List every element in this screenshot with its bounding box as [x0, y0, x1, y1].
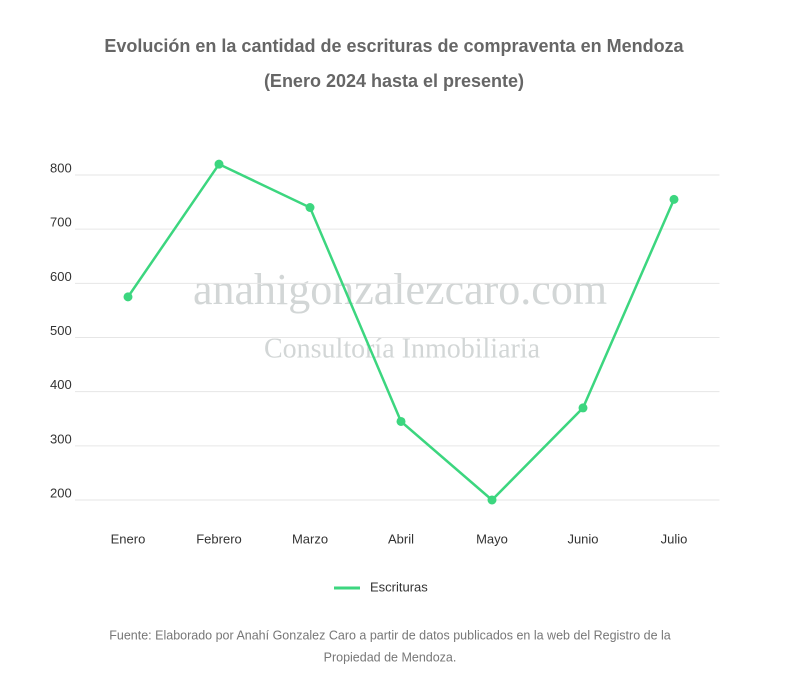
y-tick-label: 700: [50, 215, 72, 230]
x-tick-label: Mayo: [476, 531, 508, 546]
point: [305, 203, 315, 212]
x-tick-label: Junio: [567, 531, 598, 546]
line: [126, 162, 676, 502]
y-tick-label: 400: [50, 377, 72, 392]
point: [214, 159, 224, 169]
chart-subtitle: (Enero 2024 hasta el presente): [264, 71, 524, 91]
y-tick-label: 300: [50, 431, 72, 446]
source-note: Fuente: Elaborado por Anahí Gonzalez Car…: [109, 628, 671, 642]
x-tick-label: Febrero: [196, 531, 242, 546]
y-tick-label: 800: [50, 160, 72, 175]
x-tick-label: Julio: [661, 531, 688, 546]
source-note: Propiedad de Mendoza.: [324, 650, 457, 664]
y-tick-label: 600: [50, 269, 72, 284]
point: [396, 416, 406, 426]
x-tick-label: Abril: [388, 531, 414, 546]
point: [123, 292, 133, 302]
point: [578, 403, 588, 413]
y-tick-label: 500: [50, 323, 72, 338]
point: [487, 495, 497, 505]
x-tick-label: Enero: [111, 531, 146, 546]
watermark: anahigonzalezcaro.com: [193, 265, 607, 314]
point: [669, 194, 679, 204]
chart-title: Evolución en la cantidad de escrituras d…: [104, 36, 684, 56]
legend-label: Escrituras: [370, 579, 428, 594]
watermark: Consultoría Inmobiliaria: [264, 333, 541, 364]
x-tick-label: Marzo: [292, 531, 328, 546]
y-tick-label: 200: [50, 485, 72, 500]
